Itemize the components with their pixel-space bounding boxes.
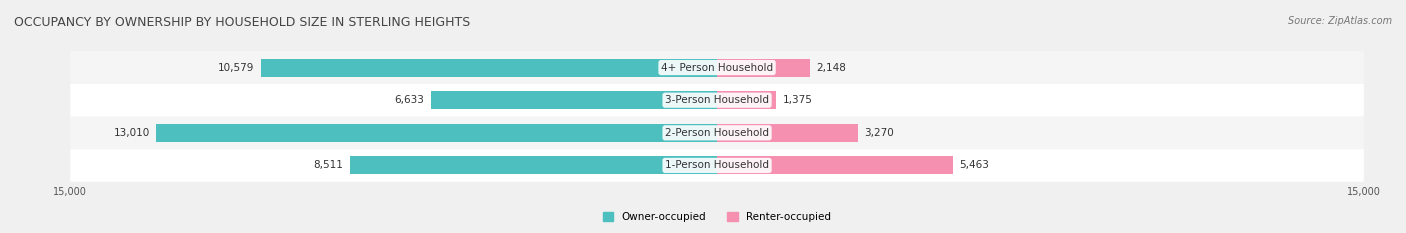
Text: 4+ Person Household: 4+ Person Household [661,63,773,72]
Bar [156,124,717,142]
Text: 10,579: 10,579 [218,63,254,72]
Text: 1,375: 1,375 [783,95,813,105]
FancyBboxPatch shape [70,84,1364,116]
Text: 2,148: 2,148 [815,63,846,72]
Bar [717,59,810,76]
Bar [262,59,717,76]
Bar [432,91,717,109]
Text: 3-Person Household: 3-Person Household [665,95,769,105]
Text: OCCUPANCY BY OWNERSHIP BY HOUSEHOLD SIZE IN STERLING HEIGHTS: OCCUPANCY BY OWNERSHIP BY HOUSEHOLD SIZE… [14,16,471,29]
Text: 1-Person Household: 1-Person Household [665,161,769,170]
Bar [717,124,858,142]
FancyBboxPatch shape [70,51,1364,84]
Text: 13,010: 13,010 [114,128,149,138]
Legend: Owner-occupied, Renter-occupied: Owner-occupied, Renter-occupied [603,212,831,222]
FancyBboxPatch shape [70,149,1364,182]
Text: Source: ZipAtlas.com: Source: ZipAtlas.com [1288,16,1392,26]
Text: 5,463: 5,463 [959,161,988,170]
FancyBboxPatch shape [70,116,1364,149]
Text: 2-Person Household: 2-Person Household [665,128,769,138]
Bar [350,157,717,174]
Text: 6,633: 6,633 [395,95,425,105]
Text: 3,270: 3,270 [865,128,894,138]
Bar [717,91,776,109]
Text: 8,511: 8,511 [314,161,343,170]
Bar [717,157,953,174]
